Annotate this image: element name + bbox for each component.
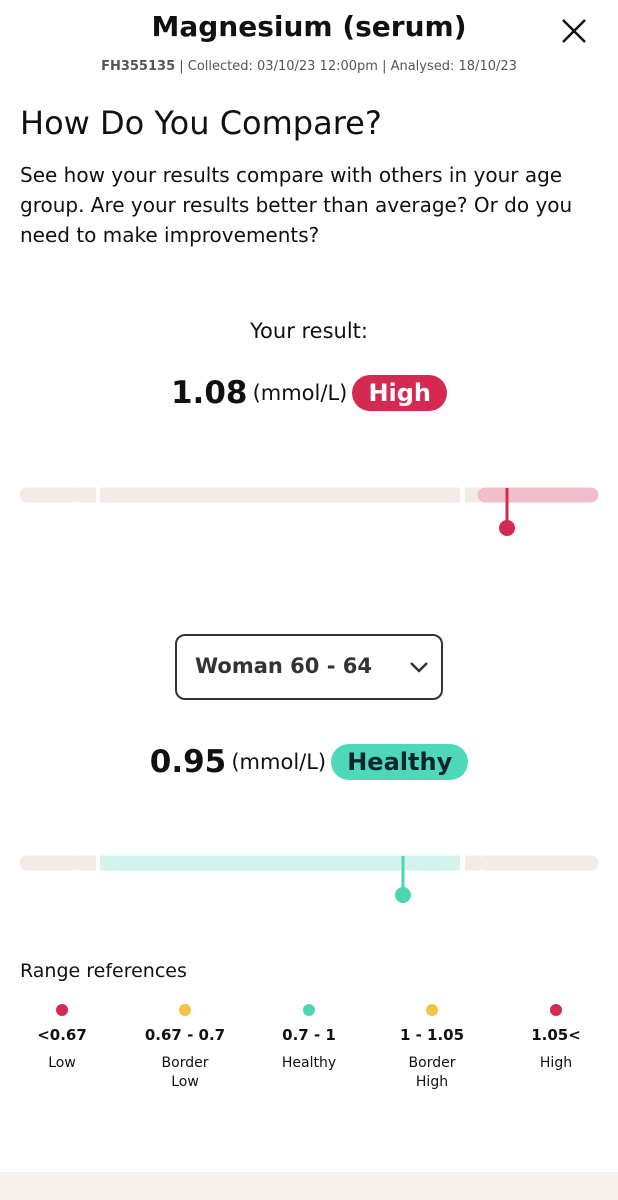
title: Magnesium (serum) xyxy=(151,10,467,43)
range-label: Low xyxy=(48,1055,76,1071)
comparison-unit: (mmol/L) xyxy=(231,750,327,774)
section-description: See how your results compare with others… xyxy=(20,163,573,247)
range-value: 0.7 - 1 xyxy=(282,1026,336,1044)
range-title: Range references xyxy=(20,960,187,982)
range-value: 0.67 - 0.7 xyxy=(144,1026,226,1044)
range-label: Border High xyxy=(408,1055,456,1090)
range-label: Healthy xyxy=(281,1055,337,1071)
range-value: 1.05< xyxy=(531,1026,581,1044)
comparison-status: Healthy xyxy=(331,744,469,780)
sample-id: FH355135 xyxy=(101,59,176,74)
range-label: High xyxy=(539,1055,573,1071)
result-unit: (mmol/L) xyxy=(252,381,348,405)
result-value: 1.08 xyxy=(170,375,248,411)
result-status: High xyxy=(352,375,448,411)
footer-band xyxy=(0,1172,618,1200)
section-title: How Do You Compare? xyxy=(20,104,382,142)
comparison-range-bar xyxy=(19,855,599,903)
comparison-value: 0.95 xyxy=(149,744,227,780)
sample-meta: | Collected: 03/10/23 12:00pm | Analysed… xyxy=(179,59,517,74)
age-group-dropdown[interactable]: Woman 60 - 64 xyxy=(175,634,443,700)
range-label: Border Low xyxy=(161,1055,209,1090)
age-group-text: Woman 60 - 64 xyxy=(195,654,372,678)
range-value: 1 - 1.05 xyxy=(399,1026,465,1044)
close-button[interactable] xyxy=(560,17,588,45)
range-value: <0.67 xyxy=(37,1026,87,1044)
result-label: Your result: xyxy=(250,319,368,343)
result-range-bar xyxy=(19,487,599,536)
